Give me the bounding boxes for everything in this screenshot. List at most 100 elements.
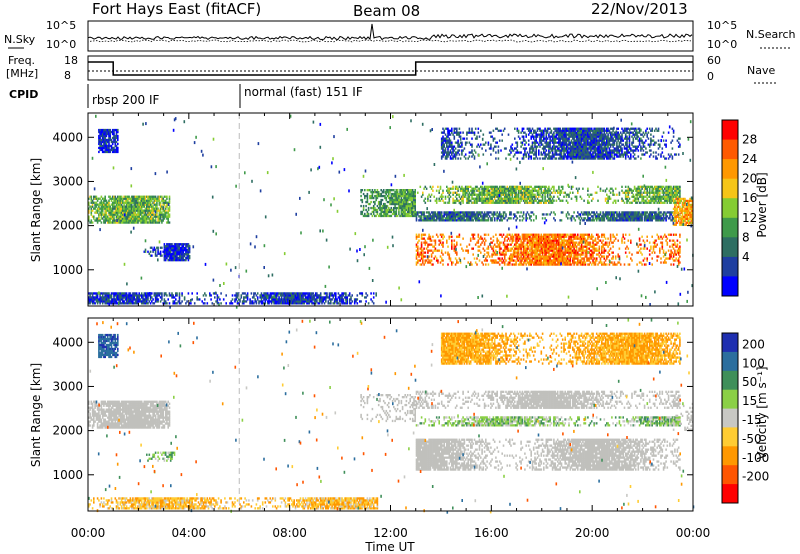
heatmap-cell	[675, 257, 677, 260]
heatmap-cell	[531, 237, 534, 240]
heatmap-cell	[532, 233, 535, 236]
heatmap-cell	[205, 294, 207, 297]
heatmap-cell	[512, 263, 515, 266]
heatmap-cell	[580, 259, 583, 262]
heatmap-cell	[156, 246, 158, 249]
noise-tick-bottom-right: 10^0	[707, 38, 737, 51]
heatmap-cell	[661, 187, 664, 190]
heatmap-cell	[340, 300, 342, 303]
heatmap-cell	[568, 245, 570, 248]
heatmap-cell	[546, 199, 549, 202]
heatmap-cell	[382, 189, 385, 192]
heatmap-cell	[275, 298, 278, 301]
heatmap-cell	[565, 249, 568, 252]
heatmap-cell	[532, 239, 535, 242]
heatmap-cell	[539, 187, 541, 190]
heatmap-cell	[454, 199, 457, 202]
heatmap-cell	[492, 195, 495, 198]
heatmap-cell	[517, 257, 520, 260]
heatmap-cell	[534, 263, 536, 266]
heatmap-cell	[178, 300, 181, 303]
heatmap-cell	[111, 209, 114, 212]
heatmap-cell	[497, 243, 500, 246]
heatmap-cell	[120, 221, 123, 224]
heatmap-cell	[559, 257, 561, 260]
heatmap-cell	[606, 243, 608, 246]
heatmap-cell	[532, 257, 535, 260]
heatmap-cell	[603, 257, 606, 260]
heatmap-cell	[648, 187, 651, 190]
heatmap-cell	[525, 247, 527, 250]
heatmap-cell	[512, 251, 515, 254]
heatmap-cell	[409, 202, 411, 206]
heatmap-cell	[109, 296, 111, 299]
heatmap-cell	[516, 239, 519, 242]
heatmap-cell	[133, 207, 135, 210]
heatmap-cell	[96, 300, 99, 303]
heatmap-cell	[512, 259, 515, 262]
heatmap-cell	[483, 253, 486, 256]
heatmap-cell	[611, 261, 613, 264]
heatmap-cell	[330, 298, 332, 301]
heatmap-cell	[439, 239, 442, 242]
heatmap-cell	[558, 191, 560, 194]
heatmap-cell	[168, 213, 171, 216]
heatmap-cell	[529, 257, 531, 260]
heatmap-cell	[614, 257, 617, 260]
heatmap-cell	[471, 195, 473, 198]
heatmap-cell	[627, 187, 630, 190]
heatmap-cell	[176, 292, 178, 295]
heatmap-cell	[134, 207, 137, 210]
heatmap-cell	[127, 215, 129, 218]
heatmap-cell	[127, 211, 129, 214]
heatmap-cell	[182, 259, 185, 262]
heatmap-cell	[651, 187, 653, 190]
heatmap-cell	[661, 191, 664, 194]
heatmap-cell	[185, 257, 187, 260]
heatmap-cell	[376, 189, 379, 192]
heatmap-cell	[156, 300, 158, 303]
heatmap-cell	[469, 185, 472, 188]
heatmap-cell	[111, 195, 114, 198]
heatmap-cell	[439, 241, 442, 244]
heatmap-cell	[594, 261, 597, 264]
heatmap-cell	[130, 221, 133, 224]
heatmap-cell	[481, 191, 483, 194]
heatmap-cell	[495, 249, 497, 252]
heatmap-cell	[638, 201, 641, 204]
heatmap-cell	[158, 215, 161, 218]
heatmap-cell	[553, 261, 555, 264]
heatmap-cell	[146, 219, 148, 222]
heatmap-cell	[534, 193, 536, 196]
heatmap-cell	[264, 294, 267, 297]
heatmap-cell	[579, 247, 582, 250]
heatmap-cell	[561, 263, 564, 266]
heatmap-cell	[153, 203, 156, 206]
heatmap-cell	[101, 302, 104, 305]
heatmap-cell	[430, 255, 433, 258]
heatmap-cell	[166, 247, 168, 250]
heatmap-cell	[435, 259, 438, 262]
heatmap-cell	[340, 296, 342, 299]
heatmap-cell	[342, 300, 345, 303]
heatmap-cell	[162, 199, 164, 202]
heatmap-cell	[275, 300, 278, 303]
heatmap-cell	[597, 237, 599, 240]
heatmap-cell	[556, 263, 559, 266]
heatmap-cell	[529, 193, 531, 196]
heatmap-cell	[176, 251, 178, 254]
heatmap-cell	[313, 298, 316, 301]
heatmap-cell	[548, 253, 550, 256]
heatmap-cell	[246, 292, 249, 295]
heatmap-cell	[444, 251, 447, 254]
heatmap-cell	[520, 193, 522, 196]
heatmap-cell	[104, 140, 106, 144]
heatmap-cell	[312, 292, 314, 295]
heatmap-cell	[294, 300, 297, 303]
heatmap-cell	[546, 257, 549, 260]
heatmap-cell	[454, 195, 457, 198]
heatmap-cell	[411, 204, 414, 208]
heatmap-cell	[619, 263, 622, 266]
heatmap-cell	[612, 189, 614, 192]
